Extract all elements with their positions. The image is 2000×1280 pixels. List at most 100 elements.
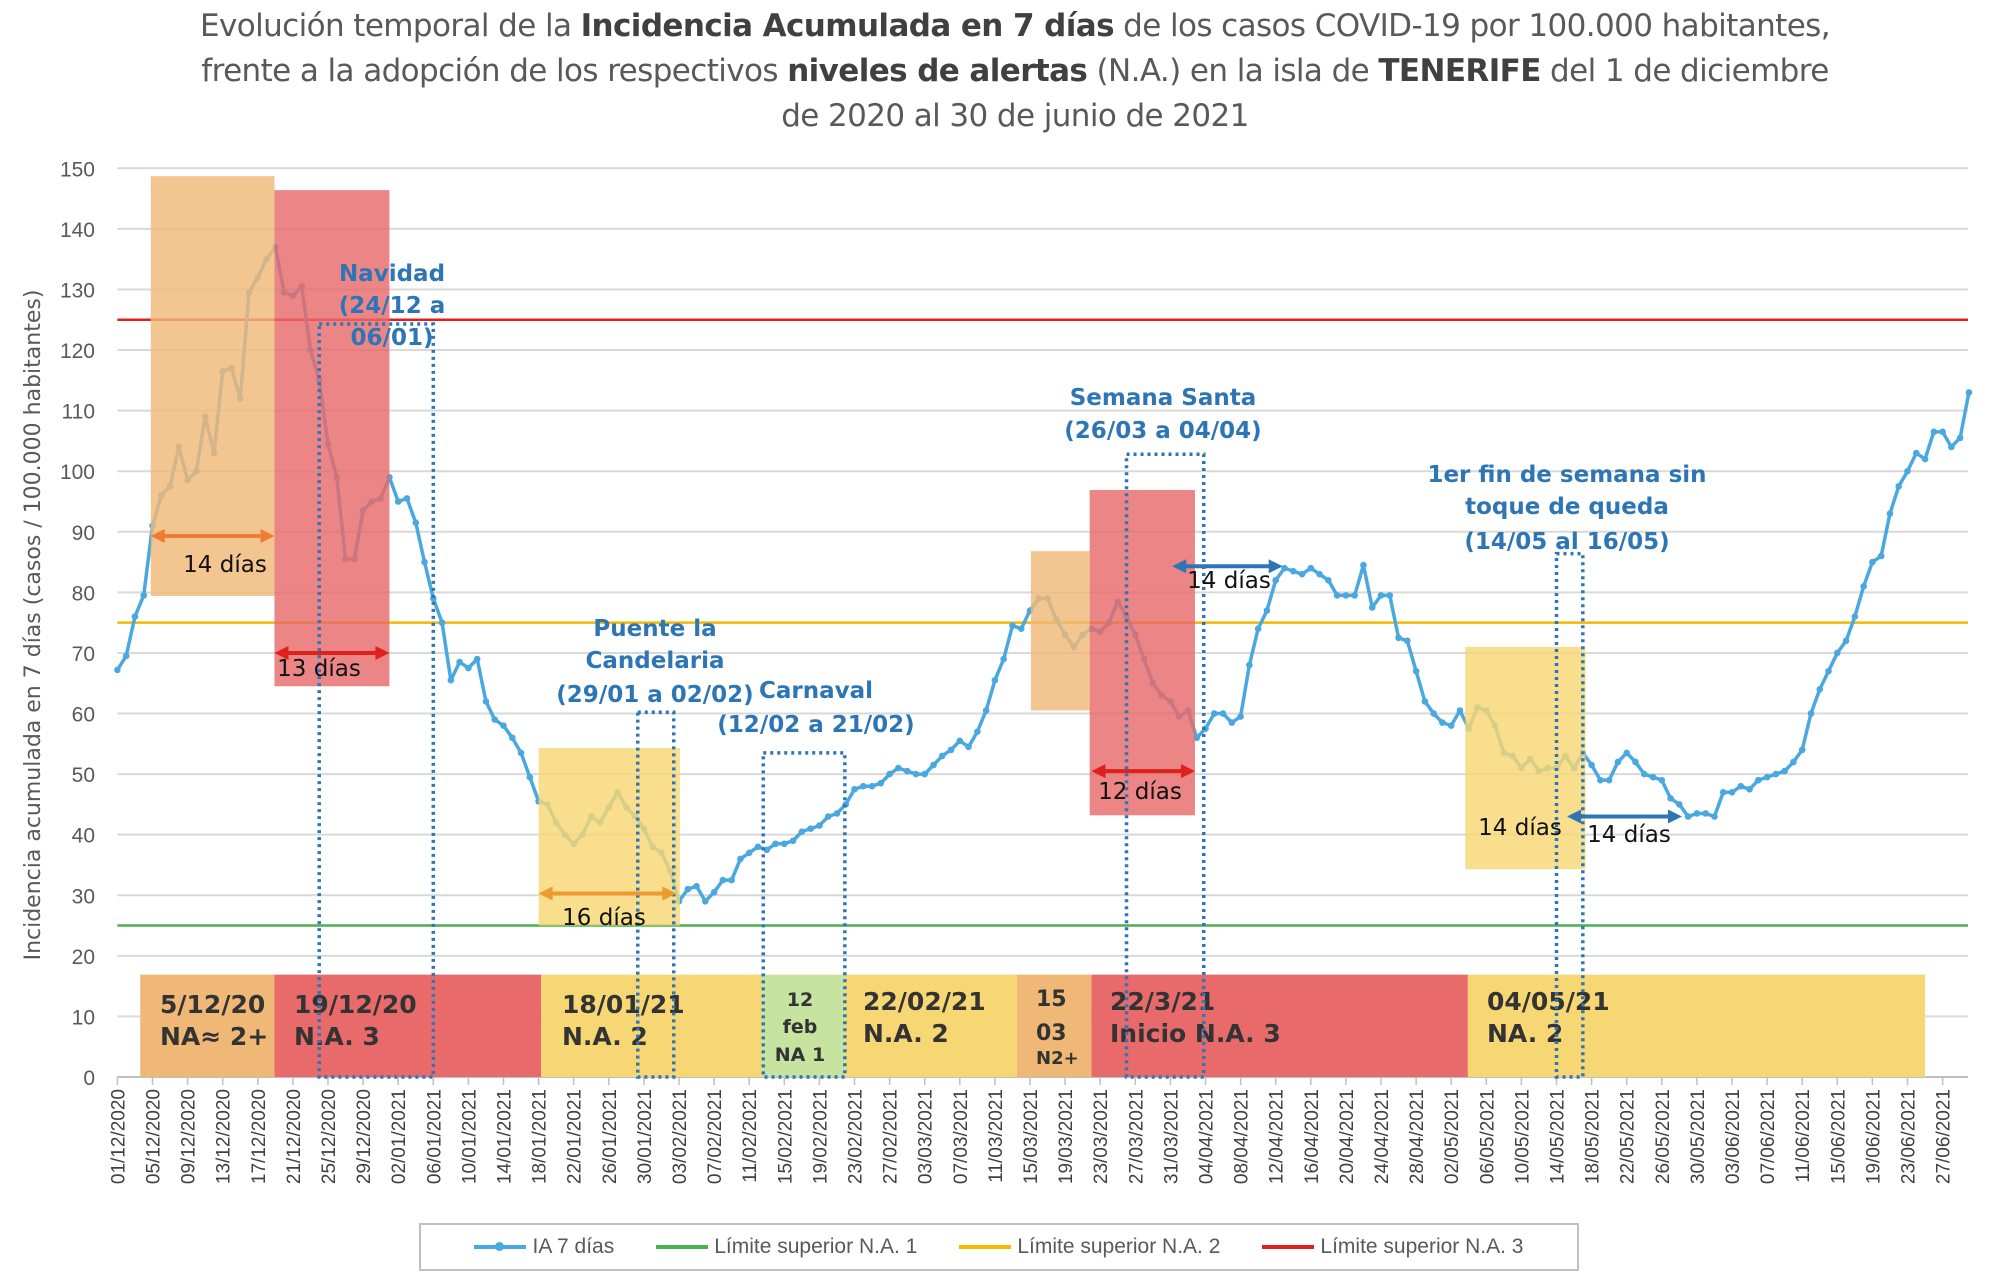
interval-label: 14 días <box>183 552 267 578</box>
data-point <box>1948 443 1955 451</box>
alert-level-label: N2+ <box>1036 1048 1079 1069</box>
data-point <box>947 746 955 754</box>
data-point <box>1807 710 1815 717</box>
data-point <box>1781 767 1788 775</box>
data-point <box>421 558 428 566</box>
legend-item: Límite superior N.A. 3 <box>1262 1235 1524 1259</box>
x-tick-label: 08/04/2021 <box>1232 1089 1253 1184</box>
x-tick-label: 27/02/2021 <box>881 1089 902 1184</box>
legend-swatch <box>1262 1245 1315 1249</box>
data-point <box>1684 813 1692 820</box>
alert-level-label: 04/05/21 <box>1487 987 1610 1016</box>
data-point <box>1825 667 1832 675</box>
x-tick-label: 02/01/2021 <box>389 1089 410 1184</box>
y-tick-label: 70 <box>72 643 95 666</box>
data-point <box>1307 564 1315 572</box>
legend-label: Límite superior N.A. 3 <box>1320 1235 1524 1258</box>
event-label: (14/05 al 16/05) <box>1464 529 1669 555</box>
x-tick-label: 15/03/2021 <box>1021 1089 1042 1184</box>
alert-level-band <box>541 974 762 1077</box>
data-point <box>1763 773 1771 781</box>
alert-level-band <box>1016 974 1092 1077</box>
data-point <box>131 613 139 620</box>
data-point <box>781 840 788 848</box>
event-label: Semana Santa <box>1070 385 1257 411</box>
x-tick-label: 03/02/2021 <box>670 1089 691 1184</box>
data-point <box>412 519 420 526</box>
alert-level-label: NA. 2 <box>1487 1019 1563 1048</box>
shaded-period <box>274 190 390 687</box>
data-point <box>1333 592 1341 599</box>
data-point <box>956 737 964 745</box>
data-point <box>1956 434 1964 442</box>
data-point <box>1834 649 1841 657</box>
shaded-period <box>1465 646 1586 870</box>
data-point <box>991 676 999 684</box>
data-point <box>1772 770 1780 778</box>
alert-level-band <box>761 974 845 1077</box>
title-segment: frente a la adopción de los respectivos <box>201 53 788 89</box>
x-tick-label: 10/05/2021 <box>1512 1089 1533 1184</box>
title-line-2: frente a la adopción de los respectivos … <box>0 49 2000 94</box>
data-point <box>1386 592 1394 599</box>
data-point <box>824 813 832 820</box>
x-tick-label: 30/05/2021 <box>1688 1089 1709 1184</box>
data-point <box>1202 725 1209 732</box>
alert-level-label: 03 <box>1036 1021 1067 1046</box>
data-point <box>745 849 753 857</box>
data-point <box>868 782 876 790</box>
interval-label: 14 días <box>1478 815 1562 841</box>
x-tick-label: 02/05/2021 <box>1442 1089 1463 1184</box>
data-point <box>500 722 507 729</box>
x-tick-label: 09/12/2020 <box>179 1089 200 1184</box>
data-point <box>1368 604 1376 611</box>
data-point <box>728 876 735 884</box>
event-label: (24/12 a <box>339 293 445 319</box>
alert-level-label: N.A. 2 <box>863 1019 949 1048</box>
x-tick-label: 06/05/2021 <box>1477 1089 1498 1184</box>
y-tick-label: 50 <box>72 764 95 787</box>
data-point <box>1588 761 1595 769</box>
alert-level-label: NA≈ 2+ <box>160 1022 268 1051</box>
x-tick-label: 23/03/2021 <box>1091 1089 1112 1184</box>
data-point <box>974 728 981 735</box>
y-tick-label: 60 <box>72 704 95 727</box>
x-tick-label: 11/02/2021 <box>740 1089 761 1183</box>
arrow-head-right-icon <box>1180 764 1195 779</box>
x-tick-label: 28/04/2021 <box>1407 1089 1428 1184</box>
data-point <box>1667 795 1674 802</box>
legend-label: IA 7 días <box>532 1235 615 1258</box>
data-point <box>1719 788 1727 796</box>
event-label: (12/02 a 21/02) <box>717 712 914 738</box>
x-tick-label: 17/12/2020 <box>249 1089 270 1184</box>
data-point <box>1351 592 1358 599</box>
x-tick-label: 26/01/2021 <box>600 1089 621 1184</box>
data-point <box>763 846 771 854</box>
data-point <box>921 770 928 778</box>
data-point <box>482 698 490 705</box>
arrow-head-right-icon <box>375 645 390 660</box>
data-point <box>394 498 402 505</box>
x-tick-label: 04/04/2021 <box>1197 1089 1218 1184</box>
data-point <box>719 876 727 884</box>
data-point <box>438 619 446 626</box>
arrow-head-right-icon <box>1667 809 1682 824</box>
event-label: 1er fin de semana sin <box>1427 462 1706 488</box>
data-point <box>833 810 841 817</box>
alert-level-label: 22/02/21 <box>863 987 986 1016</box>
x-tick-label: 29/12/2020 <box>354 1089 375 1184</box>
data-point <box>1017 625 1025 633</box>
x-tick-label: 01/12/2020 <box>108 1089 129 1184</box>
interval-label: 12 días <box>1098 779 1182 805</box>
data-point <box>491 716 499 723</box>
x-tick-label: 30/01/2021 <box>635 1089 656 1184</box>
data-point <box>1877 552 1885 560</box>
data-point <box>772 840 779 848</box>
legend-marker-icon <box>495 1242 505 1251</box>
data-point <box>1237 713 1244 720</box>
data-point <box>1676 801 1683 808</box>
data-point <box>1921 455 1929 463</box>
data-point <box>1904 467 1911 475</box>
data-point <box>1755 776 1762 784</box>
data-point <box>1649 773 1657 781</box>
